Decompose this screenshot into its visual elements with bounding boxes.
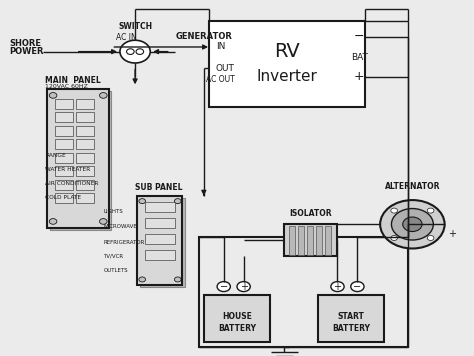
- Bar: [316, 226, 322, 255]
- Text: HOUSE: HOUSE: [222, 312, 252, 321]
- Bar: [76, 139, 94, 149]
- Circle shape: [139, 277, 146, 282]
- Circle shape: [237, 282, 250, 292]
- Text: START: START: [337, 312, 364, 321]
- Text: IN: IN: [216, 42, 225, 52]
- Bar: [76, 126, 94, 136]
- Bar: [209, 21, 365, 107]
- Circle shape: [174, 199, 181, 204]
- Text: BATTERY: BATTERY: [332, 324, 370, 333]
- Text: MICROWAVE: MICROWAVE: [103, 224, 137, 230]
- Text: +: +: [448, 229, 456, 239]
- Bar: [76, 193, 94, 203]
- Bar: [55, 112, 73, 122]
- Circle shape: [100, 93, 107, 98]
- Text: +: +: [334, 282, 341, 292]
- Bar: [145, 202, 175, 212]
- Circle shape: [120, 40, 150, 63]
- Bar: [55, 139, 73, 149]
- Bar: [284, 224, 337, 256]
- Bar: [76, 166, 94, 176]
- Text: −: −: [219, 282, 228, 292]
- Bar: [55, 126, 73, 136]
- Circle shape: [217, 282, 230, 292]
- Bar: [55, 153, 73, 163]
- Circle shape: [351, 282, 364, 292]
- Text: TV/VCR: TV/VCR: [103, 254, 123, 259]
- Bar: [325, 226, 331, 255]
- Text: BATTERY: BATTERY: [218, 324, 256, 333]
- Text: ISOLATOR: ISOLATOR: [289, 209, 332, 218]
- Text: AC OUT: AC OUT: [206, 75, 235, 84]
- Text: ALTERNATOR: ALTERNATOR: [384, 182, 440, 191]
- Text: MAIN  PANEL: MAIN PANEL: [45, 76, 101, 85]
- Text: +: +: [240, 282, 247, 292]
- Bar: [318, 295, 384, 342]
- Bar: [145, 218, 175, 228]
- Bar: [140, 198, 185, 287]
- Bar: [76, 99, 94, 109]
- Circle shape: [49, 219, 57, 224]
- Bar: [307, 226, 313, 255]
- Bar: [55, 193, 73, 203]
- Circle shape: [127, 49, 134, 54]
- Circle shape: [391, 235, 398, 240]
- Bar: [145, 250, 175, 260]
- Text: SWITCH: SWITCH: [118, 22, 152, 31]
- Text: AC IN: AC IN: [116, 33, 137, 42]
- Text: RANGE: RANGE: [45, 153, 66, 158]
- Circle shape: [139, 199, 146, 204]
- Text: AIR CONDITIONER: AIR CONDITIONER: [45, 181, 99, 186]
- Bar: [76, 153, 94, 163]
- Bar: [145, 234, 175, 244]
- Bar: [76, 180, 94, 190]
- Bar: [55, 166, 73, 176]
- Circle shape: [174, 277, 181, 282]
- Bar: [298, 226, 304, 255]
- Text: POWER: POWER: [9, 47, 44, 56]
- Text: OUTLETS: OUTLETS: [103, 268, 128, 273]
- Text: SUB PANEL: SUB PANEL: [135, 183, 182, 192]
- Circle shape: [380, 200, 445, 248]
- Text: REFRIGERATOR: REFRIGERATOR: [103, 240, 145, 245]
- Text: RV: RV: [274, 42, 300, 61]
- Circle shape: [427, 235, 434, 240]
- Text: LIGHTS: LIGHTS: [103, 209, 123, 214]
- Text: WATER HEATER: WATER HEATER: [45, 167, 90, 172]
- Circle shape: [391, 208, 398, 213]
- Text: BAT: BAT: [351, 53, 368, 62]
- Bar: [55, 99, 73, 109]
- Circle shape: [392, 209, 433, 240]
- Text: COLD PLATE: COLD PLATE: [45, 195, 81, 200]
- Bar: [137, 196, 182, 285]
- Text: OUT: OUT: [216, 64, 235, 73]
- Bar: [47, 89, 109, 228]
- Circle shape: [136, 49, 144, 54]
- Text: SHORE: SHORE: [9, 39, 42, 48]
- Text: +: +: [354, 70, 365, 83]
- Bar: [199, 237, 408, 347]
- Circle shape: [427, 208, 434, 213]
- Bar: [289, 226, 295, 255]
- Bar: [55, 180, 73, 190]
- Bar: [204, 295, 270, 342]
- Bar: [76, 112, 94, 122]
- Bar: [50, 91, 111, 230]
- Circle shape: [331, 282, 344, 292]
- Text: −: −: [354, 30, 365, 43]
- Circle shape: [403, 217, 422, 231]
- Text: 120VAC 60HZ: 120VAC 60HZ: [45, 84, 88, 89]
- Circle shape: [49, 93, 57, 98]
- Circle shape: [100, 219, 107, 224]
- Text: Inverter: Inverter: [256, 69, 317, 84]
- Text: GENERATOR: GENERATOR: [175, 32, 232, 41]
- Text: −: −: [353, 282, 362, 292]
